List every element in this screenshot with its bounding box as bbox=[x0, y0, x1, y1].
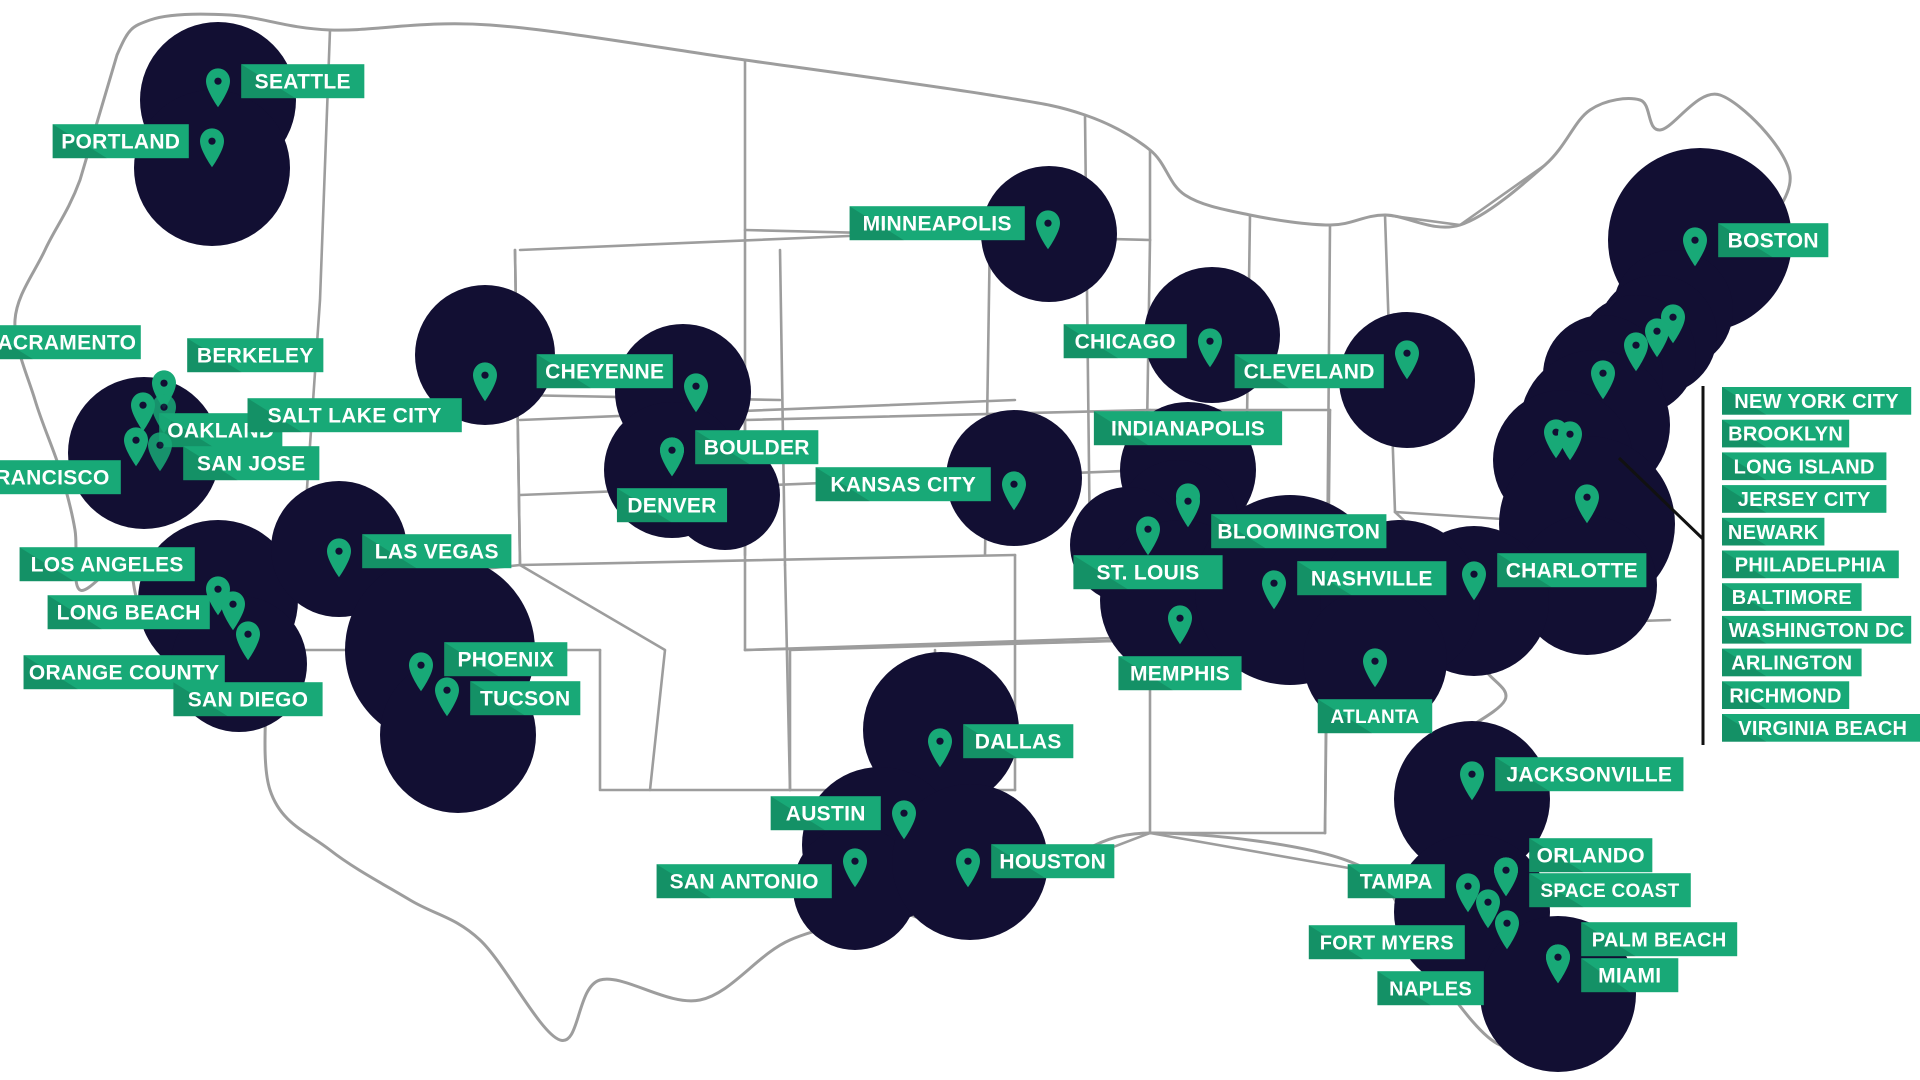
svg-text:PALM BEACH: PALM BEACH bbox=[1592, 929, 1727, 951]
svg-text:BOULDER: BOULDER bbox=[704, 437, 810, 460]
svg-text:TUCSON: TUCSON bbox=[480, 688, 570, 711]
svg-text:BLOOMINGTON: BLOOMINGTON bbox=[1217, 521, 1380, 544]
svg-text:SAN ANTONIO: SAN ANTONIO bbox=[670, 871, 819, 894]
svg-text:JACKSONVILLE: JACKSONVILLE bbox=[1506, 764, 1672, 787]
svg-text:WASHINGTON DC: WASHINGTON DC bbox=[1729, 620, 1905, 642]
svg-text:RICHMOND: RICHMOND bbox=[1729, 685, 1841, 707]
svg-text:BALTIMORE: BALTIMORE bbox=[1732, 587, 1852, 609]
svg-text:AUSTIN: AUSTIN bbox=[786, 803, 866, 826]
svg-text:LAS VEGAS: LAS VEGAS bbox=[375, 541, 499, 564]
svg-text:LONG BEACH: LONG BEACH bbox=[57, 602, 201, 625]
svg-text:BOSTON: BOSTON bbox=[1728, 230, 1819, 253]
svg-text:TAMPA: TAMPA bbox=[1360, 871, 1433, 894]
svg-text:SAN DIEGO: SAN DIEGO bbox=[188, 689, 309, 712]
svg-text:SACRAMENTO: SACRAMENTO bbox=[0, 332, 136, 355]
svg-text:VIRGINIA BEACH: VIRGINIA BEACH bbox=[1738, 718, 1907, 740]
svg-text:BROOKLYN: BROOKLYN bbox=[1728, 424, 1843, 446]
svg-text:ORLANDO: ORLANDO bbox=[1537, 845, 1645, 868]
svg-text:ORANGE COUNTY: ORANGE COUNTY bbox=[29, 662, 220, 685]
svg-text:MIAMI: MIAMI bbox=[1598, 965, 1661, 988]
svg-text:CHARLOTTE: CHARLOTTE bbox=[1506, 560, 1638, 583]
svg-text:MINNEAPOLIS: MINNEAPOLIS bbox=[863, 213, 1012, 236]
svg-text:JERSEY CITY: JERSEY CITY bbox=[1738, 489, 1871, 511]
svg-text:DALLAS: DALLAS bbox=[975, 731, 1062, 754]
svg-text:NASHVILLE: NASHVILLE bbox=[1311, 568, 1433, 591]
svg-text:NEW YORK CITY: NEW YORK CITY bbox=[1734, 391, 1899, 413]
svg-text:SAN FRANCISCO: SAN FRANCISCO bbox=[0, 467, 110, 490]
svg-text:SALT LAKE CITY: SALT LAKE CITY bbox=[268, 405, 442, 428]
svg-text:ARLINGTON: ARLINGTON bbox=[1731, 653, 1852, 675]
svg-text:HOUSTON: HOUSTON bbox=[999, 851, 1106, 874]
svg-text:SAN JOSE: SAN JOSE bbox=[197, 453, 306, 476]
svg-text:ST. LOUIS: ST. LOUIS bbox=[1096, 562, 1199, 585]
svg-text:NEWARK: NEWARK bbox=[1728, 522, 1819, 544]
svg-text:MEMPHIS: MEMPHIS bbox=[1130, 663, 1230, 686]
svg-text:PHILADELPHIA: PHILADELPHIA bbox=[1735, 554, 1886, 576]
svg-text:LONG ISLAND: LONG ISLAND bbox=[1734, 456, 1875, 478]
svg-text:DENVER: DENVER bbox=[627, 495, 716, 518]
svg-text:ATLANTA: ATLANTA bbox=[1331, 707, 1420, 728]
svg-text:KANSAS CITY: KANSAS CITY bbox=[830, 474, 976, 497]
svg-text:FORT MYERS: FORT MYERS bbox=[1320, 932, 1454, 954]
svg-text:CHICAGO: CHICAGO bbox=[1075, 331, 1176, 354]
svg-text:CHEYENNE: CHEYENNE bbox=[545, 361, 664, 384]
svg-text:PHOENIX: PHOENIX bbox=[457, 649, 554, 672]
svg-text:SEATTLE: SEATTLE bbox=[255, 71, 351, 94]
svg-text:CLEVELAND: CLEVELAND bbox=[1244, 361, 1375, 384]
svg-text:SPACE COAST: SPACE COAST bbox=[1540, 881, 1679, 902]
svg-text:BERKELEY: BERKELEY bbox=[197, 345, 314, 368]
svg-text:NAPLES: NAPLES bbox=[1389, 978, 1472, 1000]
svg-text:PORTLAND: PORTLAND bbox=[61, 131, 180, 154]
svg-text:INDIANAPOLIS: INDIANAPOLIS bbox=[1111, 418, 1265, 441]
svg-text:LOS ANGELES: LOS ANGELES bbox=[31, 554, 184, 577]
